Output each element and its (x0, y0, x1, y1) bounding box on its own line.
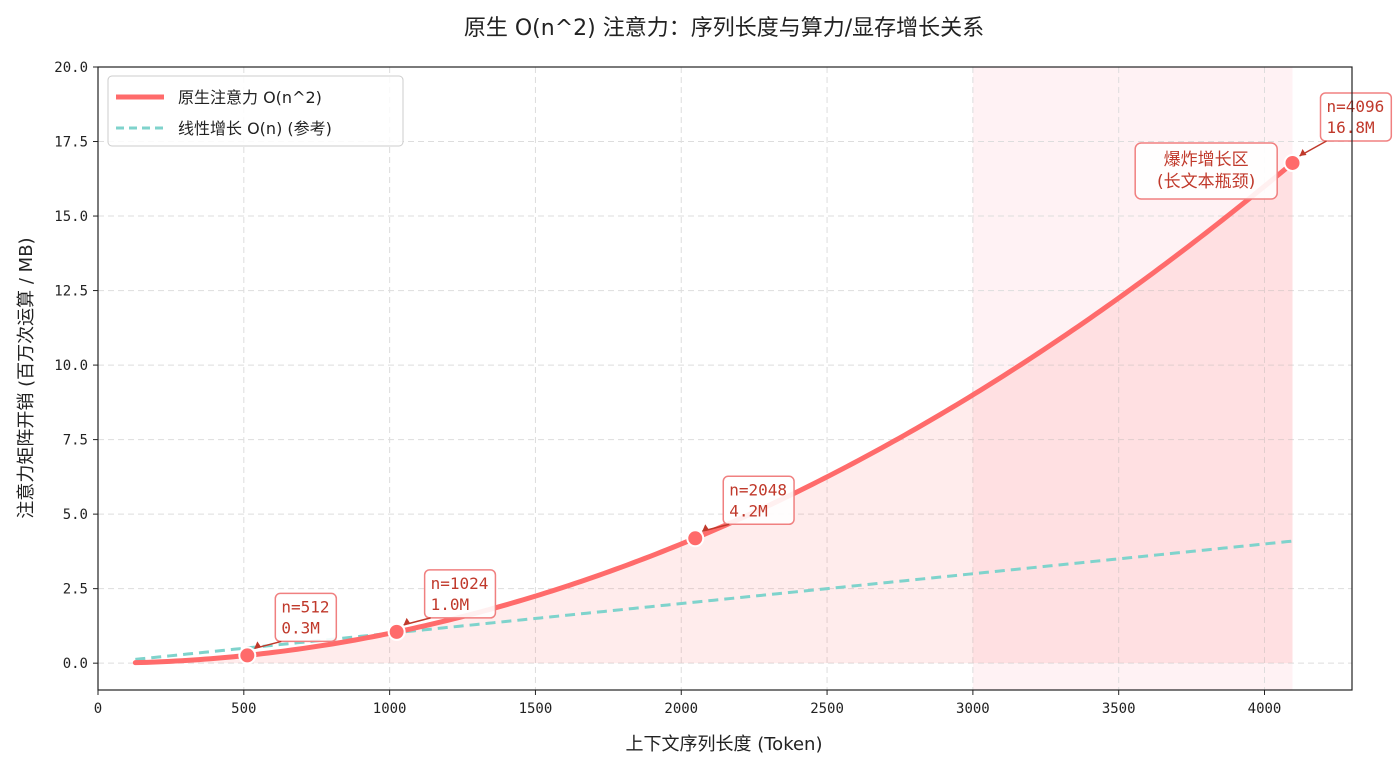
data-point-marker (238, 646, 257, 665)
annotation-box (274, 592, 338, 643)
annotation-arrow-head (702, 524, 710, 532)
y-tick-label: 2.5 (63, 582, 88, 598)
annotation-text: n=1024 (431, 574, 489, 593)
y-tick-label: 12.5 (54, 284, 88, 300)
y-tick-label: 15.0 (54, 209, 88, 225)
x-tick-label: 2500 (810, 701, 844, 717)
annotation-text: n=512 (281, 597, 329, 616)
data-markers (238, 153, 1302, 665)
x-tick-label: 3500 (1102, 701, 1136, 717)
legend-label-linear: 线性增长 O(n) (参考) (178, 119, 332, 138)
y-axis-ticks: 0.0 2.5 5.0 7.5 10.0 12.5 15.0 17.5 20.0 (54, 60, 98, 672)
annotation-text: 0.3M (281, 618, 320, 637)
x-tick-label: 1000 (373, 701, 407, 717)
annotation-box (722, 475, 795, 526)
zone-label-text: (长文本瓶颈) (1157, 172, 1255, 192)
x-axis-ticks: 0 500 1000 1500 2000 2500 3000 3500 4000 (94, 690, 1282, 717)
y-tick-label: 10.0 (54, 358, 88, 374)
quadratic-attention-line (132, 160, 1296, 666)
area-fill (135, 163, 1293, 664)
annotation-box (423, 569, 497, 619)
annotation-arrow-head (254, 641, 262, 649)
data-point-marker (1283, 153, 1302, 172)
zone-label-text: 爆炸增长区 (1164, 150, 1249, 170)
annotation-text: 1.0M (431, 595, 470, 614)
y-tick-label: 0.0 (63, 656, 88, 672)
annotations: n=512 0.3M n=1024 1.0M n=2048 4.2M n=4096 16.8M… (254, 92, 1393, 650)
annotation-text: 16.8M (1327, 118, 1375, 137)
chart-title: 原生 O(n^2) 注意力：序列长度与算力/显存增长关系 (464, 16, 984, 41)
y-tick-label: 5.0 (63, 507, 88, 523)
x-tick-label: 0 (94, 701, 102, 717)
annotation-text: n=4096 (1327, 97, 1385, 116)
x-axis-label: 上下文序列长度 (Token) (626, 734, 823, 755)
legend-label-quadratic: 原生注意力 O(n^2) (178, 88, 322, 107)
y-axis-label: 注意力矩阵开销 (百万次运算 / MB) (16, 237, 37, 518)
y-tick-label: 20.0 (54, 60, 88, 76)
annotation-box (1319, 92, 1393, 142)
annotation-arrow-head (1299, 148, 1307, 156)
x-tick-label: 1500 (519, 701, 553, 717)
annotation-arrow-head (403, 617, 411, 625)
x-tick-label: 2000 (664, 701, 698, 717)
x-tick-label: 500 (231, 701, 256, 717)
y-tick-label: 17.5 (54, 135, 88, 151)
quadratic-area-fill (135, 163, 1293, 664)
annotation-text: 4.2M (729, 501, 768, 520)
legend: 原生注意力 O(n^2) 线性增长 O(n) (参考) (107, 75, 404, 147)
annotation-text: n=2048 (729, 480, 787, 499)
zone-label-box (1134, 142, 1278, 200)
x-tick-label: 4000 (1248, 701, 1282, 717)
legend-box (107, 75, 404, 147)
data-point-marker (387, 622, 406, 641)
y-tick-label: 7.5 (63, 433, 88, 449)
x-tick-label: 3000 (956, 701, 990, 717)
data-point-marker (686, 529, 705, 548)
plot-frame (97, 66, 1353, 691)
